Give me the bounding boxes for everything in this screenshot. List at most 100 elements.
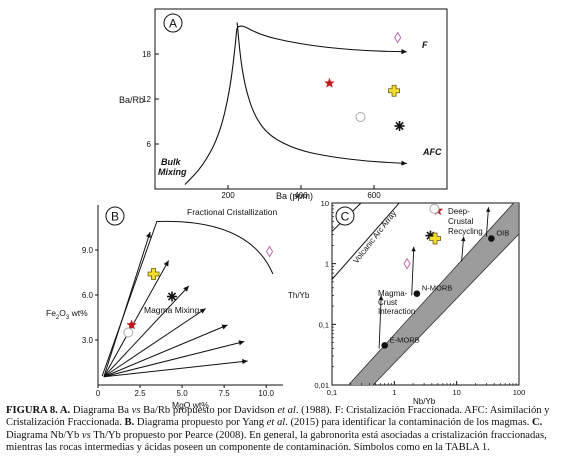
x-tick-label: 0: [96, 389, 101, 398]
figure-caption: FIGURA 8. A. Diagrama Ba vs Ba/Rb propue…: [6, 405, 566, 455]
trend-line: [103, 231, 151, 377]
y-tick-label: 3.0: [82, 336, 94, 345]
trend-arrow: [221, 324, 228, 330]
trend-arrow: [163, 260, 169, 267]
deep-crustal-label-1: Deep-: [448, 207, 470, 216]
data-point-asterisk: [167, 291, 177, 302]
caption-text-5: . (2015) para identificar la contaminaci…: [285, 417, 533, 429]
y-tick-label: 18: [142, 50, 151, 59]
data-point-diamond: [403, 257, 411, 270]
data-point-star: [324, 77, 335, 88]
asterisk-stroke: [167, 292, 177, 301]
curve-arrow-afc: [401, 160, 407, 166]
x-tick-label: 5.0: [177, 389, 189, 398]
mantle-array-band: [347, 203, 519, 385]
data-point-circle: [429, 203, 440, 214]
reference-point-e-morb: [381, 342, 388, 349]
reference-label-e-morb: E-MORB: [390, 335, 420, 344]
panel-a-xlabel: Ba (ppm): [276, 191, 313, 201]
reference-point-n-morb: [413, 290, 421, 297]
magma-mixing-label: Magma Mixing: [144, 305, 200, 315]
panel-a-curves: [184, 22, 407, 185]
panel-b-ylabel: Fe2O3 wt%: [46, 308, 88, 321]
panel-b-trend-lines: [101, 220, 274, 378]
x-tick-label: 2.5: [134, 389, 146, 398]
trend-line: [103, 308, 206, 378]
trend-line: [103, 341, 245, 378]
caption-text-1: Diagrama Ba: [70, 405, 132, 416]
data-point-circle: [355, 112, 366, 122]
panel-a-letter-circle: [163, 13, 183, 33]
magma-crust-label-3: Interaction: [378, 307, 415, 316]
curve-arrow-f: [401, 49, 407, 55]
panel-b-xlabel: MgO wt%: [172, 400, 209, 410]
panel-b-points: [123, 245, 274, 338]
panel-b-letter: B: [111, 210, 119, 224]
panel-a: A 200 400 600 6 12 18 F AFC Bulk Mixing Ba/Rb…: [119, 8, 448, 201]
vector-arrow-head: [461, 236, 466, 242]
reference-label-n-morb: N-MORB: [422, 284, 452, 293]
vector-arrow-head: [378, 295, 384, 300]
caption-text-3: . (1988). F: Cristalización Fraccionada.…: [6, 405, 550, 429]
trend-arrow: [146, 232, 151, 238]
y-tick-label: 0,1: [319, 320, 329, 329]
vector-arrow-line: [378, 295, 382, 349]
panel-a-ticks: 200 400 600 6 12 18: [142, 50, 381, 200]
data-point-cross: [429, 232, 441, 245]
panel-c-letter-circle: [335, 206, 355, 226]
panel-c-lines: [332, 203, 491, 349]
x-tick-label: 0,1: [327, 388, 337, 397]
trend-line: [103, 360, 248, 378]
y-tick-label: 6.0: [82, 291, 94, 300]
caption-text-4: Diagrama propuesto por Yang: [134, 417, 267, 429]
bulk-mixing-label-1: Bulk: [161, 157, 181, 167]
vector-arrow-head: [411, 246, 416, 252]
caption-label-b: B.: [124, 417, 135, 429]
x-tick-label: 100: [513, 388, 526, 397]
panel-c-reference-points: E-MORB N-MORB OIB: [381, 228, 509, 349]
panel-b-letter-circle: [105, 206, 125, 226]
fractional-crystallization-envelope: [101, 220, 274, 377]
panel-a-letter: A: [169, 17, 177, 31]
x-tick-label: 10: [452, 388, 460, 397]
caption-etal-2: et al: [266, 417, 286, 429]
reference-label-oib: OIB: [496, 228, 509, 237]
vector-arrow-head: [486, 207, 491, 212]
curve-afc: [236, 22, 407, 165]
data-point-cross: [147, 268, 160, 280]
caption-text-2: Ba/Rb propuesto por Davidson: [140, 405, 278, 416]
trend-arrow: [183, 286, 189, 292]
deep-crustal-label-2: Crustal: [448, 217, 474, 226]
y-tick-label: 1: [325, 260, 329, 269]
curve-f: [184, 25, 407, 185]
curve-label-afc: AFC: [422, 147, 442, 157]
magma-crust-label-2: Crust: [378, 298, 398, 307]
y-tick-label: 9.0: [82, 246, 94, 255]
vector-arrow-line: [411, 246, 415, 296]
x-tick-label: 600: [367, 191, 381, 200]
caption-text-7: Th/Yb propuesto por Pearce (2008). En ge…: [6, 429, 547, 454]
y-tick-label: 6: [147, 140, 152, 149]
y-tick-label: 10: [321, 199, 329, 208]
x-tick-label: 200: [221, 191, 235, 200]
trend-line: [103, 324, 228, 378]
panel-c-plot-area: [332, 203, 519, 385]
x-tick-label: 7.5: [219, 389, 231, 398]
caption-vs-1: vs: [131, 405, 141, 416]
deep-crustal-label-3: Recycling: [448, 227, 483, 236]
fractional-crystallization-label: Fractional Cristallization: [187, 207, 277, 217]
data-point-asterisk: [394, 121, 405, 131]
x-tick-label: 10.0: [258, 389, 274, 398]
data-point-diamond: [394, 31, 402, 44]
panel-a-points: [324, 31, 405, 131]
panel-c-letter: C: [341, 210, 350, 224]
data-point-circle: [123, 327, 134, 338]
panel-c-frame: [331, 202, 520, 386]
panel-b-ticks: 0 2.5 5.0 7.5 10.0 3.0 6.0 9.0: [82, 246, 275, 398]
volcanic-arc-array-label: Volcanic Arc Array: [351, 209, 398, 265]
data-point-cross: [388, 84, 400, 97]
x-tick-label: 400: [294, 191, 308, 200]
caption-vs-2: vs: [81, 429, 91, 441]
